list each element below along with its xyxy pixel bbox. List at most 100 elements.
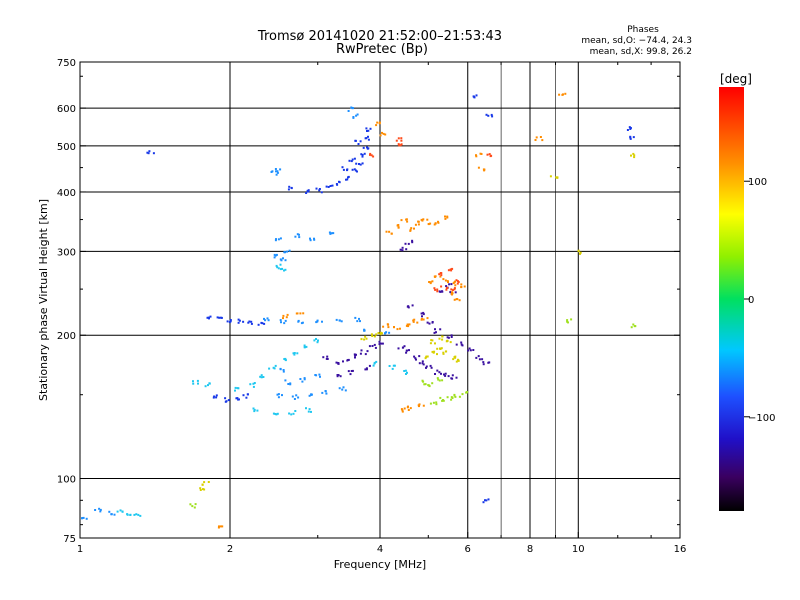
data-point	[454, 284, 457, 287]
data-point	[221, 525, 224, 528]
data-point	[238, 398, 240, 401]
data-point	[431, 280, 434, 283]
data-point	[406, 220, 409, 223]
data-point	[203, 488, 206, 491]
data-point	[422, 313, 425, 316]
data-point	[368, 364, 371, 367]
data-point	[346, 169, 348, 172]
data-point	[360, 153, 363, 156]
data-point	[401, 409, 404, 412]
data-point	[388, 230, 391, 233]
colorbar-tick-label: 100	[748, 177, 767, 188]
data-point	[279, 168, 282, 171]
data-point	[375, 360, 378, 363]
data-point	[366, 350, 369, 353]
data-point	[248, 320, 251, 323]
data-point	[299, 378, 302, 380]
chart-title: Tromsø 20141020 21:52:00–21:53:43	[257, 29, 502, 44]
data-point	[407, 242, 410, 245]
data-point	[276, 171, 279, 174]
data-point	[350, 370, 353, 372]
data-point	[261, 322, 264, 325]
data-point	[475, 94, 478, 97]
colorbar-label: [deg]	[720, 72, 752, 86]
data-point	[439, 290, 442, 293]
data-point	[432, 351, 435, 354]
data-point	[405, 373, 407, 375]
data-point	[435, 403, 438, 406]
data-point	[564, 92, 567, 95]
data-point	[363, 152, 366, 155]
data-point	[338, 181, 341, 184]
data-point	[487, 114, 490, 117]
data-point	[422, 363, 425, 366]
data-point	[306, 189, 309, 192]
data-point	[426, 355, 429, 358]
data-point	[381, 131, 383, 134]
data-point	[633, 154, 636, 157]
data-point	[361, 155, 364, 158]
colorbar-tick-label: 0	[748, 295, 754, 306]
data-point	[379, 333, 382, 336]
x-tick-label: 4	[377, 544, 383, 555]
data-point	[364, 353, 367, 356]
data-point	[284, 259, 287, 262]
data-point	[382, 325, 385, 328]
data-point	[446, 336, 449, 339]
data-point	[460, 285, 463, 288]
data-point	[279, 263, 282, 266]
data-point	[451, 293, 453, 296]
data-point	[396, 328, 399, 331]
data-point	[218, 525, 220, 528]
data-point	[535, 136, 538, 139]
data-point	[490, 154, 493, 157]
data-point	[626, 129, 629, 131]
data-point	[440, 274, 443, 277]
data-point	[417, 223, 420, 226]
data-point	[379, 331, 382, 334]
data-point	[283, 251, 286, 254]
data-point	[566, 319, 569, 322]
y-axis: 75 100 200 300 400 500 600 750	[57, 58, 680, 545]
data-point	[460, 341, 463, 344]
data-point	[418, 362, 421, 365]
data-point	[401, 410, 404, 413]
data-point	[238, 319, 241, 322]
data-point	[256, 409, 259, 412]
data-point	[566, 320, 569, 323]
data-point	[442, 278, 445, 281]
data-point	[225, 400, 228, 403]
data-point	[405, 248, 408, 251]
data-point	[378, 340, 381, 343]
data-point	[302, 312, 305, 315]
data-point	[457, 358, 459, 361]
data-point	[406, 305, 409, 308]
data-point	[287, 383, 290, 385]
data-point	[303, 346, 306, 349]
data-point	[425, 366, 427, 369]
data-point	[409, 407, 412, 410]
data-point	[384, 332, 387, 335]
data-point	[249, 383, 252, 386]
data-point	[327, 186, 330, 188]
data-point	[237, 318, 240, 321]
data-point	[440, 285, 443, 288]
data-point	[277, 238, 280, 241]
data-point	[242, 394, 245, 397]
x-tick-label: 16	[674, 544, 687, 555]
data-point	[310, 393, 313, 396]
data-point	[444, 279, 447, 282]
data-point	[339, 375, 342, 378]
data-point	[377, 332, 380, 334]
data-point	[450, 336, 453, 338]
data-point	[370, 333, 373, 336]
data-point	[401, 249, 404, 252]
data-point	[315, 321, 318, 324]
data-point	[370, 154, 373, 157]
data-point	[252, 407, 255, 410]
data-point	[286, 313, 289, 316]
data-point	[148, 150, 151, 153]
data-point	[209, 315, 212, 318]
data-point	[252, 382, 255, 385]
